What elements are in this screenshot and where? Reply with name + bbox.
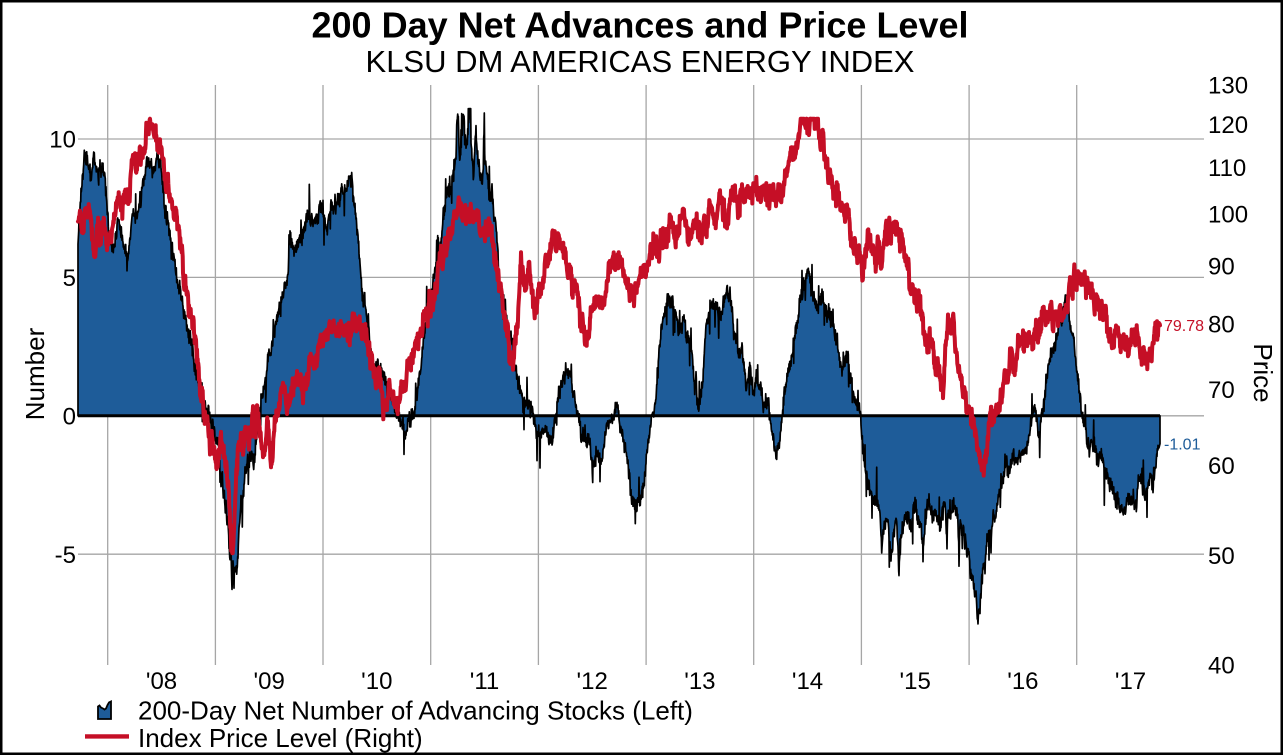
svg-text:60: 60: [1208, 453, 1235, 480]
svg-text:79.78: 79.78: [1164, 318, 1204, 335]
svg-text:70: 70: [1208, 377, 1235, 404]
svg-text:'10: '10: [361, 668, 392, 695]
svg-text:120: 120: [1208, 112, 1248, 139]
svg-text:-1.01: -1.01: [1164, 436, 1201, 453]
svg-text:0: 0: [63, 403, 76, 430]
svg-text:200-Day Net Number of Advancin: 200-Day Net Number of Advancing Stocks (…: [138, 696, 693, 726]
svg-text:Index Price Level (Right): Index Price Level (Right): [138, 723, 423, 753]
svg-text:'08: '08: [146, 668, 177, 695]
svg-text:Price: Price: [1248, 343, 1278, 402]
svg-text:'13: '13: [684, 668, 715, 695]
svg-text:10: 10: [49, 127, 76, 154]
svg-text:40: 40: [1208, 653, 1235, 680]
svg-text:80: 80: [1208, 312, 1235, 339]
svg-text:130: 130: [1208, 73, 1248, 100]
svg-text:KLSU DM AMERICAS ENERGY INDEX: KLSU DM AMERICAS ENERGY INDEX: [366, 44, 915, 79]
svg-text:100: 100: [1208, 202, 1248, 229]
svg-text:'14: '14: [792, 668, 823, 695]
svg-text:200 Day Net Advances and Price: 200 Day Net Advances and Price Level: [312, 5, 969, 46]
svg-text:110: 110: [1208, 155, 1246, 182]
svg-text:-5: -5: [55, 542, 76, 569]
svg-text:'16: '16: [1007, 668, 1038, 695]
svg-text:'12: '12: [577, 668, 608, 695]
svg-text:90: 90: [1208, 254, 1235, 281]
svg-text:'15: '15: [900, 668, 931, 695]
svg-text:5: 5: [63, 265, 76, 292]
svg-text:'09: '09: [254, 668, 285, 695]
svg-text:Number: Number: [20, 327, 50, 420]
svg-text:'17: '17: [1115, 668, 1146, 695]
svg-text:50: 50: [1208, 543, 1235, 570]
svg-text:'11: '11: [470, 668, 500, 695]
